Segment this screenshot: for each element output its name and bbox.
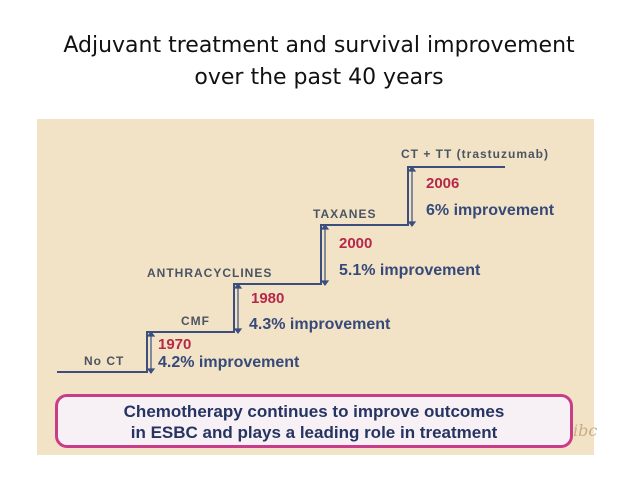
step-improvement-1980: 4.3% improvement (249, 316, 391, 333)
step-improvement-2000: 5.1% improvement (339, 262, 481, 279)
conclusion-banner: Chemotherapy continues to improve outcom… (55, 394, 573, 448)
staircase-figure: No CT CMF ANTHRACYCLINES TAXANES CT + TT… (37, 119, 598, 455)
slide-title-line-2: over the past 40 years (194, 65, 444, 90)
signature-logo: ibc (573, 421, 598, 440)
staircase-svg (57, 166, 505, 374)
step-year-1970: 1970 (158, 336, 192, 353)
step-label-anthracyclines: ANTHRACYCLINES (147, 266, 273, 280)
step-improvement-1970: 4.2% improvement (158, 354, 300, 371)
step-year-1980: 1980 (251, 290, 285, 307)
step-label-cmf: CMF (181, 314, 210, 328)
slide-title: Adjuvant treatment and survival improvem… (0, 30, 638, 94)
conclusion-line-2: in ESBC and plays a leading role in trea… (130, 423, 498, 442)
step-label-taxanes: TAXANES (313, 207, 377, 221)
step-label-no-ct: No CT (84, 354, 125, 368)
conclusion-line-1: Chemotherapy continues to improve outcom… (123, 402, 505, 421)
slide-title-line-1: Adjuvant treatment and survival improvem… (63, 33, 575, 58)
step-year-2000: 2000 (339, 235, 373, 252)
step-label-ct-tt: CT + TT (trastuzumab) (401, 147, 550, 161)
step-year-2006: 2006 (426, 175, 460, 192)
step-improvement-2006: 6% improvement (426, 202, 555, 219)
staircase-line (57, 166, 505, 373)
